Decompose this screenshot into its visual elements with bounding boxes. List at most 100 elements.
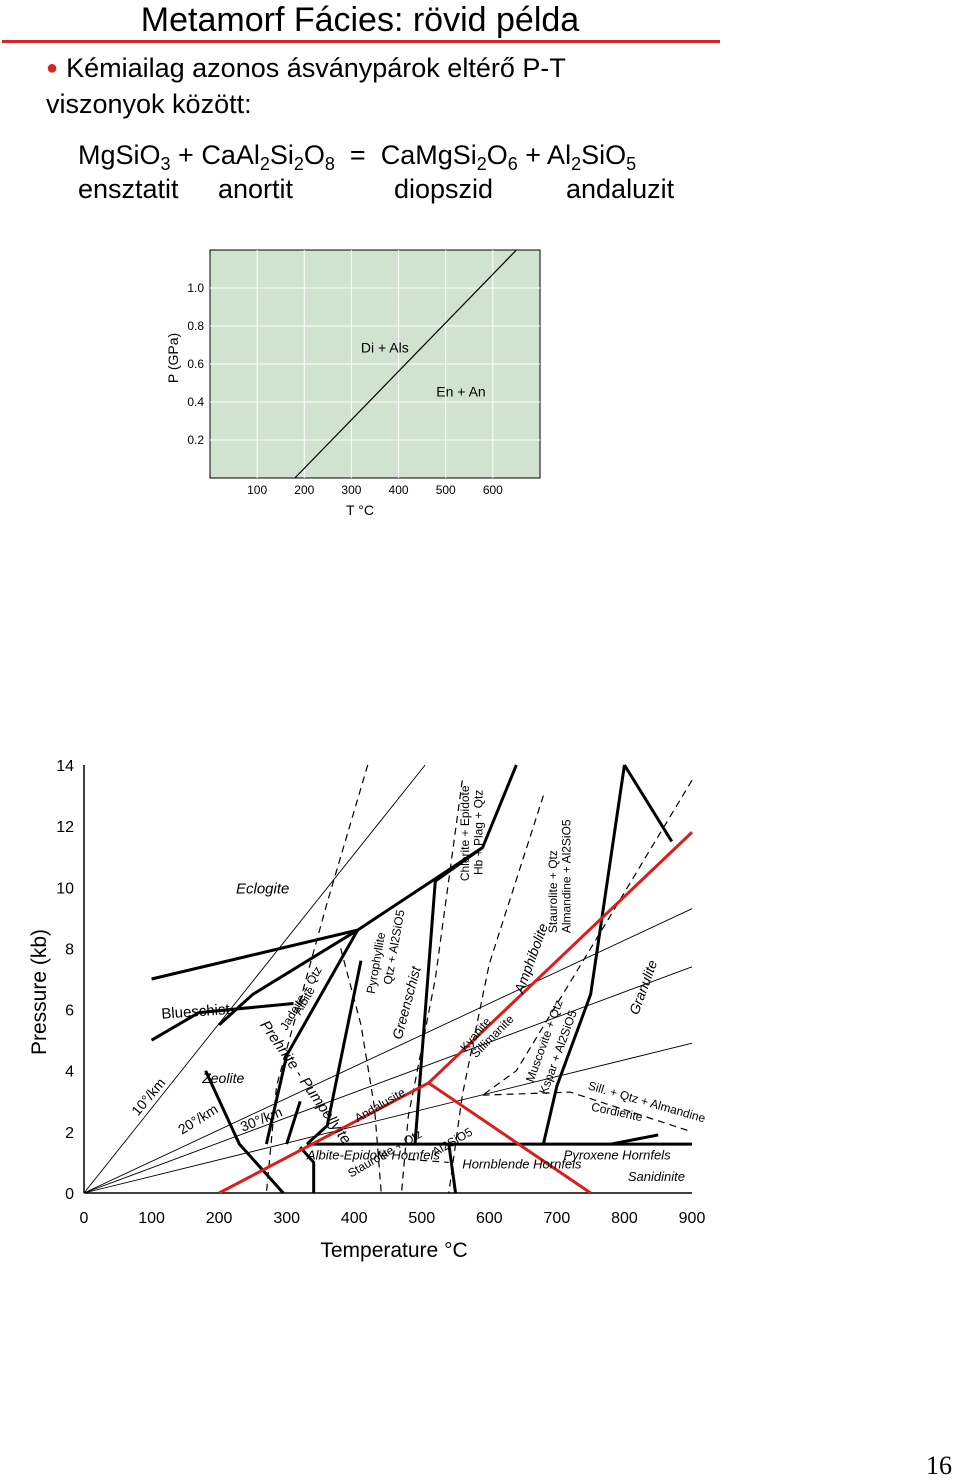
facies-boundary (413, 881, 437, 1145)
x-tick-label: 0 (80, 1210, 89, 1227)
y-tick-label: 0 (65, 1186, 74, 1203)
facies-boundary (448, 795, 544, 1194)
facies-boundary (150, 1001, 294, 1042)
facies-boundary (482, 779, 693, 1096)
x-tick-label: 500 (408, 1210, 435, 1227)
x-tick-label: 400 (341, 1210, 368, 1227)
facies-label: Sanidinite (628, 1169, 685, 1184)
slide-title: Metamorf Fácies: rövid példa (140, 1, 580, 39)
mineral-name-andalusite: andaluzit (566, 174, 675, 204)
eq-part: Si (269, 140, 294, 170)
facies-boundary (299, 1146, 316, 1193)
x-tick-label: 300 (341, 483, 361, 497)
title-divider (2, 40, 720, 43)
eq-sub: 2 (293, 154, 304, 174)
y-tick-label: 8 (65, 941, 74, 958)
facies-label: 30°/km (238, 1103, 285, 1134)
facies-boundary (151, 764, 518, 981)
facies-label: Hornblende Hornfels (462, 1157, 582, 1172)
x-tick-label: 900 (679, 1210, 706, 1227)
y-tick-label: 14 (56, 758, 74, 775)
eq-part: + CaAl (170, 140, 260, 170)
y-tick-label: 4 (65, 1064, 74, 1081)
mineral-name-anorthite: anortit (218, 174, 294, 204)
facies-boundary (610, 1133, 659, 1146)
facies-boundary (623, 764, 674, 843)
x-tick-label: 600 (483, 483, 503, 497)
y-tick-label: 0.2 (187, 433, 204, 447)
x-tick-label: 700 (544, 1210, 571, 1227)
reaction-highlight-line (427, 1081, 592, 1195)
facies-boundary (285, 1100, 302, 1145)
x-tick-label: 600 (476, 1210, 503, 1227)
eq-part: O (303, 140, 325, 170)
facies-boundary (400, 780, 463, 1194)
x-tick-label: 500 (436, 483, 456, 497)
reaction-highlight-line (427, 831, 694, 1085)
page-number: 16 (926, 1451, 952, 1480)
bullet-item: ● Kémiailag azonos ásványpárok eltérő P-T… (46, 52, 686, 121)
x-tick-label: 200 (206, 1210, 233, 1227)
y-tick-label: 0.6 (187, 357, 204, 371)
facies-label: Albite-Epidote Hornfels (306, 1147, 440, 1162)
x-axis-label: Temperature °C (320, 1239, 467, 1262)
eq-part: + Al (517, 140, 572, 170)
facies-boundary (305, 960, 363, 1146)
y-axis-label: P (GPa) (165, 333, 181, 383)
x-tick-label: 100 (247, 483, 267, 497)
eq-sub: 2 (259, 154, 270, 174)
eq-sub: 8 (324, 154, 335, 174)
facies-boundary (264, 929, 359, 1145)
facies-boundary (265, 764, 369, 1194)
y-tick-label: 6 (65, 1003, 74, 1020)
geotherm-line (83, 908, 693, 1194)
facies-label: Chlorite + Epidote (458, 785, 472, 881)
x-tick-label: 100 (138, 1210, 165, 1227)
field-label: En + An (436, 383, 485, 399)
eq-part: O (486, 140, 508, 170)
x-tick-label: 400 (389, 483, 409, 497)
pt-reaction-chart: 100 200 300 400 500 600 1.0 0.8 0.6 0.4 0.2 Di + … (165, 249, 541, 518)
bullet-icon: ● (46, 57, 59, 79)
facies-label: Zeolite (201, 1070, 244, 1086)
facies-label: Granulite (626, 958, 661, 1017)
facies-label: Staurolite + Qtz (546, 850, 560, 933)
geotherm-line (83, 966, 693, 1194)
facies-label: Almandine + Al2SiO5 (559, 819, 573, 933)
eq-part: SiO (581, 140, 627, 170)
reaction-equation: MgSiO3 + CaAl2Si2O8 = CaMgSi2O6 + Al2SiO… (78, 138, 637, 174)
mineral-name-enstatite: ensztatit (78, 174, 179, 204)
reaction-boundary-line (294, 249, 517, 479)
facies-boundary (204, 1070, 285, 1195)
reaction-highlight-line (218, 1081, 430, 1195)
y-tick-label: 1.0 (187, 281, 204, 295)
y-tick-label: 0.8 (187, 319, 204, 333)
geotherm-line (83, 1042, 693, 1194)
eq-sub: 2 (476, 154, 487, 174)
bullet-text: Kémiailag azonos ásványpárok eltérő P-T … (46, 53, 566, 119)
field-label: Di + Als (361, 340, 409, 356)
facies-boundary (434, 846, 484, 883)
facies-label: Andalusite (352, 1085, 408, 1125)
y-axis-label: Pressure (kb) (28, 929, 51, 1055)
y-tick-label: 12 (56, 819, 74, 836)
y-tick-label: 10 (56, 880, 74, 897)
facies-label: Pyroxene Hornfels (564, 1147, 671, 1162)
x-axis-label: T °C (346, 502, 374, 518)
x-tick-label: 300 (273, 1210, 300, 1227)
x-tick-label: 800 (611, 1210, 638, 1227)
y-tick-label: 2 (65, 1125, 74, 1142)
facies-boundary (340, 948, 382, 1194)
mineral-name-diopside: diopszid (394, 174, 494, 204)
eq-part: = CaMgSi (334, 140, 477, 170)
x-tick-label: 200 (294, 483, 314, 497)
facies-label: Hb + Plag + Qtz (472, 790, 486, 875)
eq-sub: 5 (626, 154, 637, 174)
eq-sub: 3 (160, 154, 171, 174)
eq-part: MgSiO (78, 140, 161, 170)
facies-label: Al2SiO5 (430, 1125, 475, 1159)
eq-sub: 6 (507, 154, 518, 174)
eq-sub: 2 (571, 154, 582, 174)
facies-boundary (218, 928, 359, 1026)
